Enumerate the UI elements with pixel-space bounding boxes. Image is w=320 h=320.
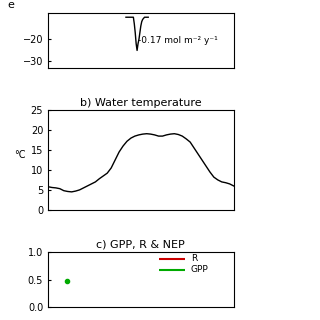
Title: b) Water temperature: b) Water temperature: [80, 98, 202, 108]
Text: R: R: [191, 254, 197, 263]
Text: GPP: GPP: [191, 265, 209, 274]
Text: -0.17 mol m⁻² y⁻¹: -0.17 mol m⁻² y⁻¹: [138, 36, 218, 45]
Text: e: e: [7, 0, 14, 10]
Y-axis label: °C: °C: [14, 150, 25, 160]
Title: c) GPP, R & NEP: c) GPP, R & NEP: [96, 240, 185, 250]
